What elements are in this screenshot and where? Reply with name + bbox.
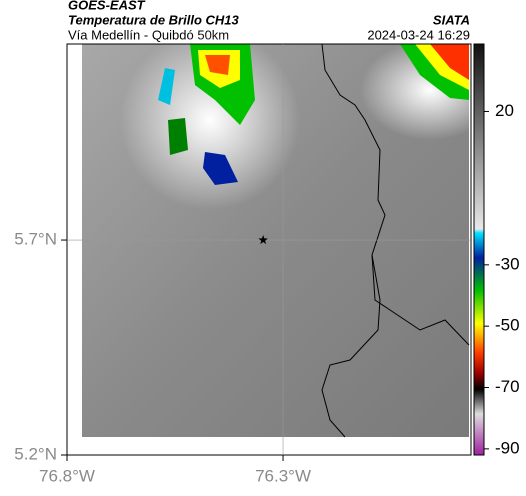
colorbar-tick-label: -50 (495, 316, 520, 335)
colorbar (473, 43, 485, 456)
y-tick-label: 5.7°N (14, 230, 57, 249)
location-marker (258, 235, 268, 245)
imagery (82, 30, 500, 437)
borders (321, 43, 470, 438)
source: SIATA (433, 12, 470, 27)
colorbar-tick-label: -70 (495, 377, 520, 396)
datetime: 2024-03-24 16:29 (367, 27, 470, 42)
title: GOES-EAST (68, 0, 146, 12)
y-tick-label: 5.2°N (14, 444, 57, 463)
map-frame (66, 43, 472, 456)
subtitle: Temperatura de Brillo CH13 (68, 12, 240, 27)
colorbar-tick-label: 20 (495, 101, 514, 120)
colorbar-tick-label: -90 (495, 438, 520, 457)
colorbar-tick-label: -30 (495, 254, 520, 273)
x-tick-label: 76.8°W (39, 466, 95, 485)
x-tick-label: 76.3°W (255, 466, 311, 485)
